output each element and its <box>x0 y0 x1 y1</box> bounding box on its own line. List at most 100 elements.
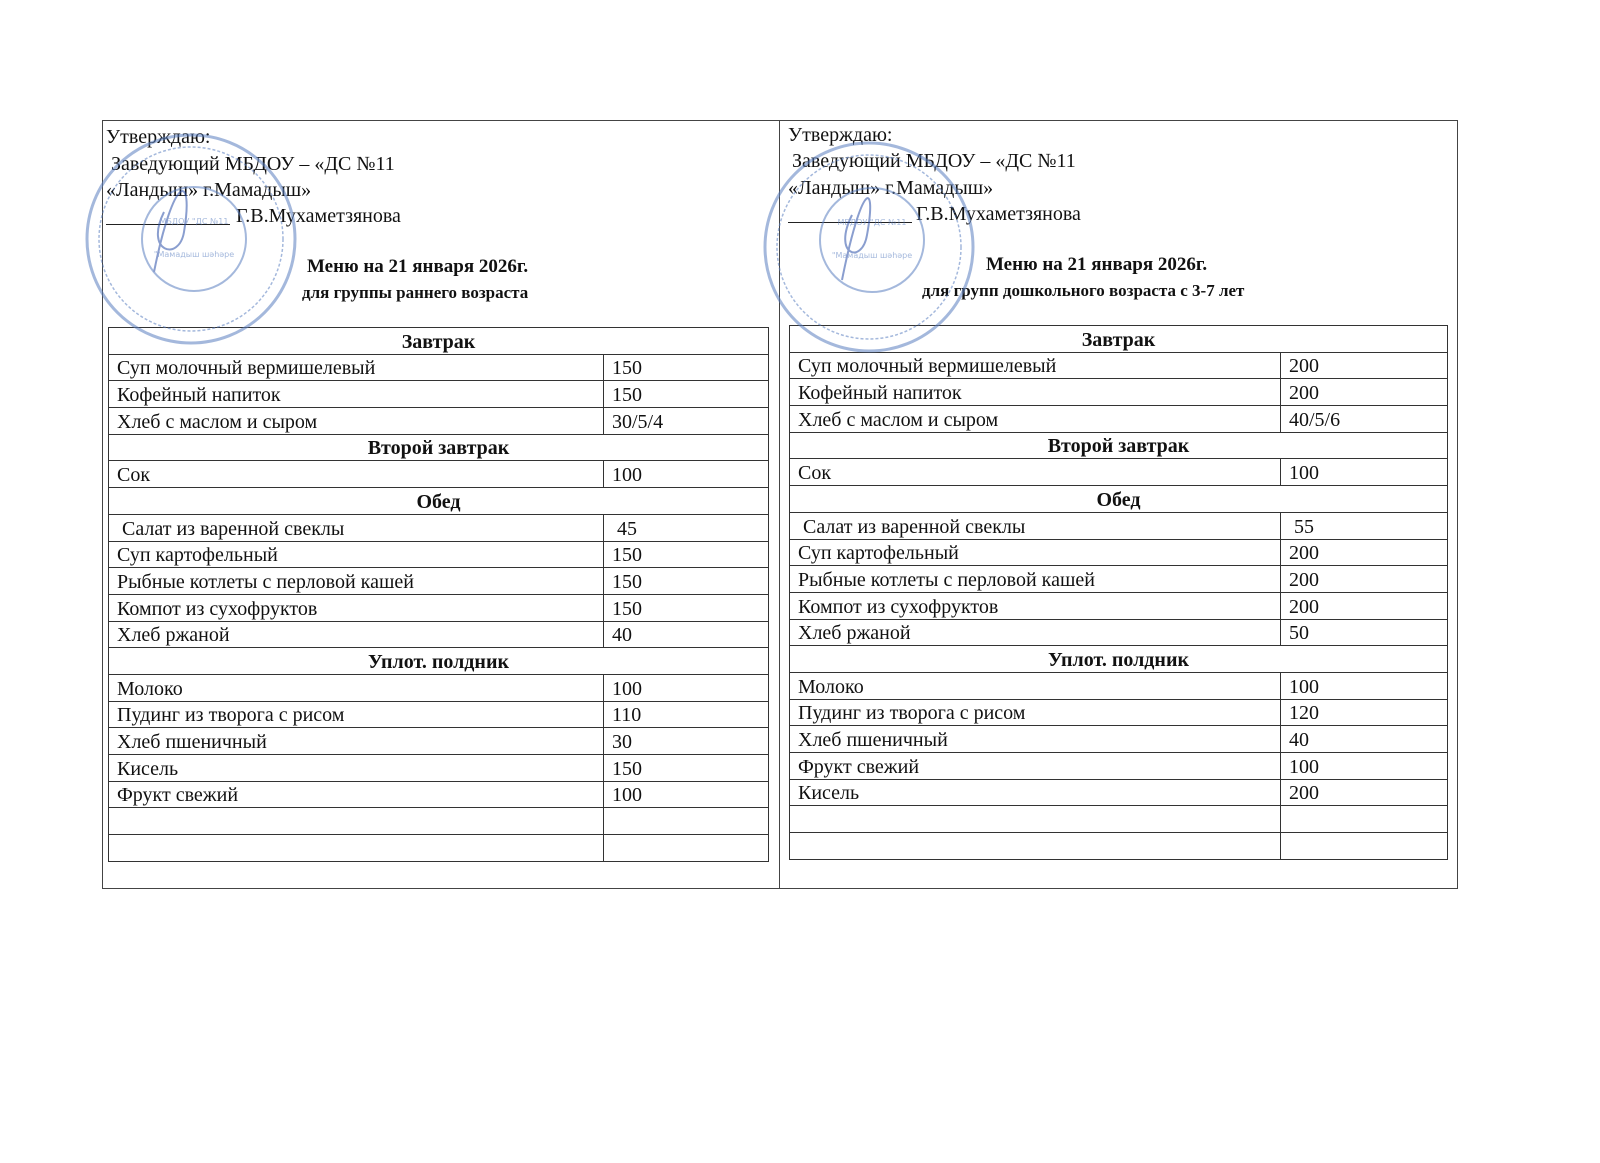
section-title: Завтрак <box>789 325 1448 353</box>
dish-name: Компот из сухофруктов <box>108 593 604 622</box>
dish-row: Хлеб с маслом и сыром 30/5/4 <box>108 407 769 435</box>
dish-row: Суп молочный вермишелевый 200 <box>789 351 1448 380</box>
signature-line <box>788 202 912 223</box>
dish-amount: 100 <box>603 460 769 489</box>
dish-amount: 100 <box>603 673 769 702</box>
dish-amount <box>603 807 769 836</box>
section-title: Уплот. полдник <box>108 647 769 675</box>
dish-name: Хлеб с маслом и сыром <box>789 405 1281 433</box>
dish-name: Суп картофельный <box>108 540 604 569</box>
menu-title: Меню на 21 января 2026г. <box>307 256 529 277</box>
dish-row <box>789 832 1448 860</box>
dish-row: Пудинг из творога с рисом 110 <box>108 700 769 729</box>
section-title: Обед <box>108 487 769 515</box>
dish-name: Сок <box>789 458 1281 487</box>
dish-name: Салат из варенной свеклы <box>789 511 1281 540</box>
dish-row: Рыбные котлеты с перловой кашей 200 <box>789 565 1448 593</box>
dish-name: Фрукт свежий <box>108 780 604 809</box>
approval-position: Заведующий МБДОУ – «ДС №11 <box>111 153 395 175</box>
dish-amount <box>603 834 769 862</box>
dish-amount: 150 <box>603 754 769 782</box>
section-header-row: Уплот. полдник <box>789 645 1448 673</box>
dish-row: Суп картофельный 150 <box>108 540 769 569</box>
dish-amount: 150 <box>603 567 769 595</box>
dish-row <box>108 807 769 836</box>
signature-line <box>106 204 230 225</box>
dish-amount: 150 <box>603 353 769 382</box>
dish-row: Пудинг из творога с рисом 120 <box>789 698 1448 727</box>
dish-name: Хлеб с маслом и сыром <box>108 407 604 435</box>
dish-amount: 200 <box>1280 565 1448 593</box>
approval-signer: Г.В.Мухаметзянова <box>236 205 401 227</box>
approval-organization: «Ландыш» г.Мамадыш» <box>788 177 994 199</box>
dish-row: Сок 100 <box>789 458 1448 487</box>
dish-amount: 100 <box>1280 671 1448 700</box>
section-title: Второй завтрак <box>108 433 769 462</box>
dish-name: Молоко <box>108 673 604 702</box>
dish-row: Суп молочный вермишелевый 150 <box>108 353 769 382</box>
section-header-row: Второй завтрак <box>789 431 1448 460</box>
section-header-row: Обед <box>789 485 1448 513</box>
section-title: Обед <box>789 485 1448 513</box>
menu-subtitle: для группы раннего возраста <box>302 283 529 302</box>
section-title: Уплот. полдник <box>789 645 1448 673</box>
dish-name: Сок <box>108 460 604 489</box>
dish-name: Суп картофельный <box>789 538 1281 567</box>
section-header-row: Второй завтрак <box>108 433 769 462</box>
dish-row: Кофейный напиток 150 <box>108 380 769 409</box>
dish-amount: 150 <box>603 540 769 569</box>
menu-table: Завтрак Суп молочный вермишелевый 150 Кофей… <box>108 327 769 862</box>
section-header-row: Завтрак <box>789 325 1448 353</box>
dish-name <box>789 832 1281 860</box>
dish-name: Кисель <box>789 778 1281 807</box>
dish-row: Кисель 200 <box>789 778 1448 807</box>
column-divider <box>779 120 780 889</box>
dish-row: Компот из сухофруктов 200 <box>789 591 1448 620</box>
dish-amount: 200 <box>1280 778 1448 807</box>
dish-row: Кисель 150 <box>108 754 769 782</box>
dish-row: Компот из сухофруктов 150 <box>108 593 769 622</box>
dish-amount: 55 <box>1280 511 1448 540</box>
dish-row <box>789 805 1448 834</box>
menu-subtitle: для групп дошкольного возраста с 3-7 лет <box>922 281 1245 300</box>
dish-name: Хлеб ржаной <box>789 618 1281 647</box>
menu-sheet-frame <box>102 120 1458 889</box>
dish-row: Хлеб ржаной 50 <box>789 618 1448 647</box>
dish-name: Салат из варенной свеклы <box>108 513 604 542</box>
dish-name: Рыбные котлеты с перловой кашей <box>789 565 1281 593</box>
dish-amount <box>1280 805 1448 834</box>
menu-table: Завтрак Суп молочный вермишелевый 200 Кофей… <box>789 325 1448 860</box>
dish-amount: 110 <box>603 700 769 729</box>
dish-amount: 100 <box>603 780 769 809</box>
dish-amount: 200 <box>1280 538 1448 567</box>
approval-label: Утверждаю: <box>106 126 211 148</box>
approval-label: Утверждаю: <box>788 124 893 146</box>
dish-row <box>108 834 769 862</box>
dish-row: Рыбные котлеты с перловой кашей 150 <box>108 567 769 595</box>
dish-amount: 30/5/4 <box>603 407 769 435</box>
dish-row: Салат из варенной свеклы 55 <box>789 511 1448 540</box>
dish-name <box>108 834 604 862</box>
dish-amount: 30 <box>603 727 769 755</box>
dish-amount: 200 <box>1280 378 1448 407</box>
dish-amount: 100 <box>1280 458 1448 487</box>
dish-amount: 200 <box>1280 351 1448 380</box>
dish-name: Молоко <box>789 671 1281 700</box>
dish-row: Кофейный напиток 200 <box>789 378 1448 407</box>
dish-amount: 40 <box>603 620 769 649</box>
dish-name <box>789 805 1281 834</box>
section-header-row: Уплот. полдник <box>108 647 769 675</box>
dish-name: Фрукт свежий <box>789 752 1281 780</box>
dish-amount: 40/5/6 <box>1280 405 1448 433</box>
dish-amount: 150 <box>603 593 769 622</box>
dish-amount: 100 <box>1280 752 1448 780</box>
dish-row: Фрукт свежий 100 <box>108 780 769 809</box>
dish-amount: 200 <box>1280 591 1448 620</box>
dish-amount: 45 <box>603 513 769 542</box>
dish-name: Суп молочный вермишелевый <box>789 351 1281 380</box>
dish-name: Кофейный напиток <box>789 378 1281 407</box>
dish-row: Сок 100 <box>108 460 769 489</box>
dish-row: Молоко 100 <box>108 673 769 702</box>
dish-amount: 50 <box>1280 618 1448 647</box>
dish-row: Суп картофельный 200 <box>789 538 1448 567</box>
